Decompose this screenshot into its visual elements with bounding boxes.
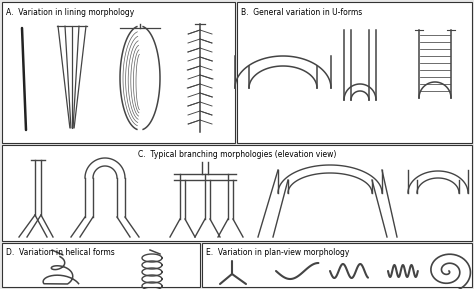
- Text: A.  Variation in lining morphology: A. Variation in lining morphology: [6, 8, 134, 17]
- Bar: [237, 2, 472, 143]
- Bar: [202, 243, 472, 287]
- Bar: [2, 145, 472, 241]
- Text: B.  General variation in U-forms: B. General variation in U-forms: [241, 8, 362, 17]
- Bar: [2, 243, 200, 287]
- Text: D.  Variation in helical forms: D. Variation in helical forms: [6, 248, 115, 257]
- Text: C.  Typical branching morphologies (elevation view): C. Typical branching morphologies (eleva…: [138, 150, 336, 159]
- Text: E.  Variation in plan-view morphology: E. Variation in plan-view morphology: [206, 248, 349, 257]
- Bar: [2, 2, 235, 143]
